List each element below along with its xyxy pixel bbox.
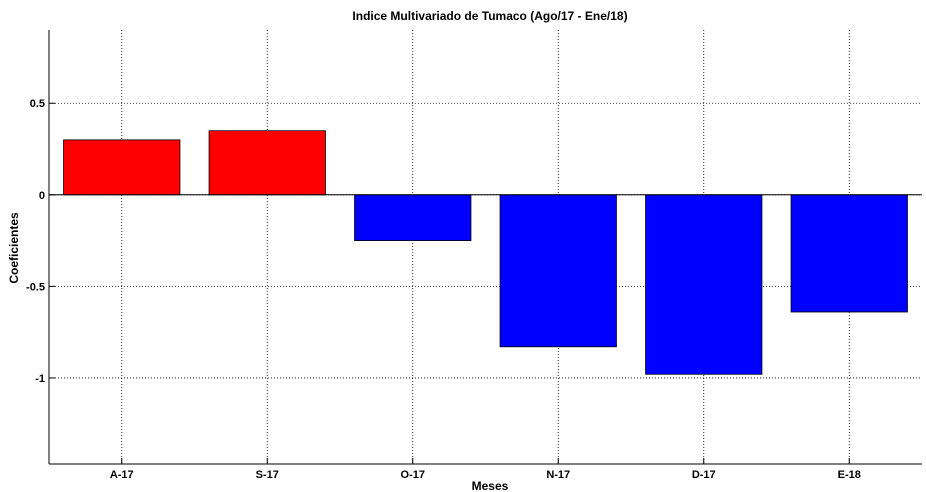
bars — [63, 130, 908, 375]
y-axis-label: Coeficientes — [7, 212, 21, 284]
axes — [48, 30, 922, 465]
x-tick-label: O-17 — [401, 469, 425, 481]
y-tick-label: -0.5 — [26, 281, 45, 293]
bar-E-18 — [790, 194, 908, 313]
y-tick-label: -1 — [35, 373, 45, 385]
bar-N-17 — [499, 194, 617, 348]
bar-S-17 — [208, 130, 326, 196]
x-tick-label: D-17 — [692, 469, 716, 481]
chart-title: Indice Multivariado de Tumaco (Ago/17 - … — [352, 9, 627, 23]
x-tick-label: A-17 — [110, 469, 134, 481]
x-tick-label: E-18 — [838, 469, 861, 481]
y-tick-label: 0.5 — [30, 98, 45, 110]
x-tick-label: N-17 — [546, 469, 570, 481]
bar-O-17 — [354, 194, 472, 241]
y-tick-label: 0 — [39, 190, 45, 202]
ticks: 0.5 0 -0.5 -1 A-17 S-17 O-17 N-17 D-17 E-18 — [26, 98, 861, 481]
x-tick-label: S-17 — [256, 469, 279, 481]
bar-A-17 — [63, 139, 181, 196]
x-axis-label: Meses — [472, 479, 509, 492]
bar-D-17 — [645, 194, 763, 375]
